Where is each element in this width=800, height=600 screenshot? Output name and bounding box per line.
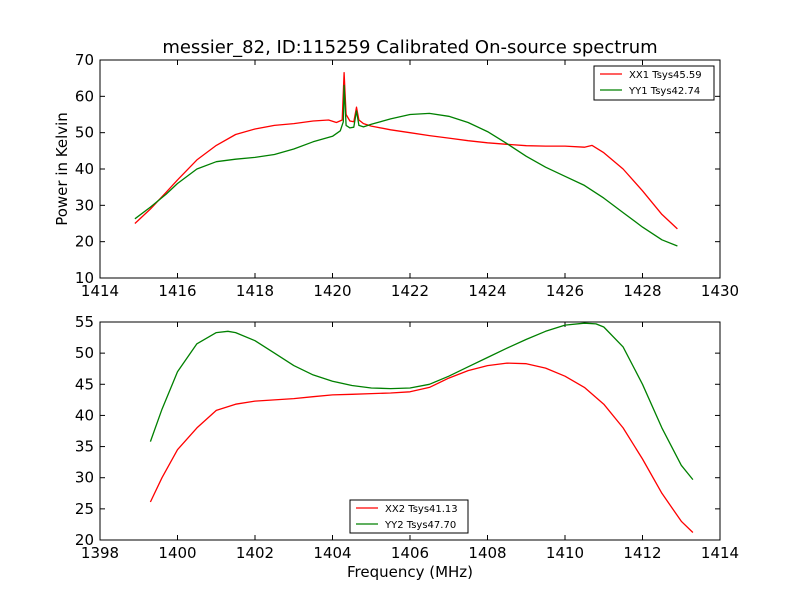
bottom-chart-legend: XX2 Tsys41.13 YY2 Tsys47.70 xyxy=(349,499,469,534)
top-y-tick-label: 70 xyxy=(75,51,94,69)
top-series-line-xx xyxy=(134,72,678,230)
bottom-y-tick-label: 50 xyxy=(75,344,94,362)
bottom-chart-series xyxy=(149,322,694,533)
bottom-legend-box xyxy=(349,499,469,534)
top-chart-series xyxy=(134,72,678,247)
top-chart-y-axis-label: Power in Kelvin xyxy=(53,112,71,226)
top-chart-ticks: 1414 1416 1418 1420 1422 1424 1426 1428 1430 10 20… xyxy=(75,51,739,300)
top-chart-legend: XX1 Tsys45.59 YY1 Tsys42.74 xyxy=(593,65,715,101)
top-y-tick-label: 50 xyxy=(75,124,94,142)
top-x-tick-label: 1430 xyxy=(701,282,739,300)
top-legend-label-xx1: XX1 Tsys45.59 xyxy=(629,70,702,81)
bottom-x-tick-label: 1404 xyxy=(313,544,351,562)
top-x-tick-label: 1420 xyxy=(313,282,351,300)
top-x-tick-label: 1426 xyxy=(546,282,584,300)
top-x-tick-label: 1418 xyxy=(236,282,274,300)
top-y-tick-label: 30 xyxy=(75,196,94,214)
bottom-x-tick-label: 1406 xyxy=(391,544,429,562)
top-x-tick-label: 1428 xyxy=(623,282,661,300)
top-legend-label-yy1: YY1 Tsys42.74 xyxy=(628,86,700,97)
bottom-chart-frame xyxy=(99,321,721,541)
bottom-x-tick-label: 1414 xyxy=(701,544,739,562)
bottom-x-tick-label: 1412 xyxy=(623,544,661,562)
bottom-y-tick-label: 25 xyxy=(75,500,94,518)
top-chart: messier_82, ID:115259 Calibrated On-sour… xyxy=(53,37,739,300)
bottom-x-tick-label: 1410 xyxy=(546,544,584,562)
bottom-x-tick-label: 1402 xyxy=(236,544,274,562)
bottom-series-line-yy xyxy=(149,322,694,481)
bottom-legend-label-xx2: XX2 Tsys41.13 xyxy=(385,504,458,515)
top-series-line-yy xyxy=(134,84,678,247)
bottom-y-tick-label: 45 xyxy=(75,375,94,393)
bottom-chart: Frequency (MHz) 1398 1400 1402 1404 1406 1408… xyxy=(75,313,739,581)
bottom-y-tick-label: 35 xyxy=(75,438,94,456)
top-legend-box xyxy=(593,65,715,101)
bottom-y-tick-label: 20 xyxy=(75,531,94,549)
bottom-series-line-xx xyxy=(149,362,694,533)
top-y-tick-label: 40 xyxy=(75,160,94,178)
top-y-tick-label: 20 xyxy=(75,233,94,251)
top-x-tick-label: 1422 xyxy=(391,282,429,300)
bottom-y-tick-label: 30 xyxy=(75,469,94,487)
bottom-legend-label-yy2: YY2 Tsys47.70 xyxy=(384,520,456,531)
bottom-x-tick-label: 1400 xyxy=(158,544,196,562)
top-x-tick-label: 1416 xyxy=(158,282,196,300)
top-chart-title: messier_82, ID:115259 Calibrated On-sour… xyxy=(162,37,657,58)
top-y-tick-label: 10 xyxy=(75,269,94,287)
bottom-chart-ticks: 1398 1400 1402 1404 1406 1408 1410 1412 1414 20 25… xyxy=(75,313,739,562)
top-chart-frame xyxy=(99,59,721,279)
top-x-tick-label: 1414 xyxy=(81,282,119,300)
top-y-tick-label: 60 xyxy=(75,87,94,105)
top-x-tick-label: 1424 xyxy=(468,282,506,300)
bottom-x-tick-label: 1408 xyxy=(468,544,506,562)
bottom-y-tick-label: 55 xyxy=(75,313,94,331)
bottom-chart-x-axis-label: Frequency (MHz) xyxy=(347,563,473,581)
bottom-y-tick-label: 40 xyxy=(75,406,94,424)
bottom-x-tick-label: 1398 xyxy=(81,544,119,562)
